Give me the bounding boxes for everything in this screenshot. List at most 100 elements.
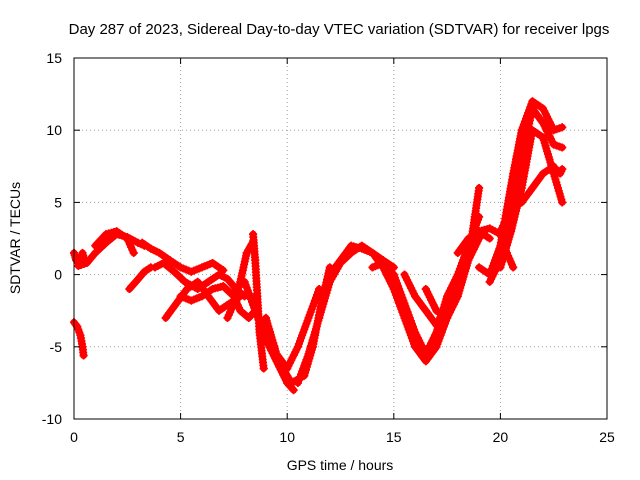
data-point xyxy=(304,350,313,359)
data-point xyxy=(223,274,232,283)
data-point xyxy=(507,205,516,214)
data-point xyxy=(214,270,223,279)
data-point xyxy=(411,292,420,301)
data-point xyxy=(91,248,100,257)
data-point xyxy=(249,230,258,239)
data-point xyxy=(421,285,430,294)
series-pass-20 xyxy=(421,183,484,322)
x-tick-label: 0 xyxy=(70,429,78,445)
data-point xyxy=(315,313,324,322)
data-point xyxy=(197,292,206,301)
data-point xyxy=(223,313,232,322)
data-point xyxy=(79,351,88,360)
y-tick-label: 0 xyxy=(54,267,62,283)
data-point xyxy=(539,169,548,178)
data-point xyxy=(187,296,196,305)
data-point xyxy=(151,263,160,272)
data-point xyxy=(123,234,132,243)
data-point xyxy=(229,299,238,308)
data-point xyxy=(176,263,185,272)
data-point xyxy=(485,277,494,286)
data-point xyxy=(549,162,558,171)
series-pass-24 xyxy=(496,126,567,272)
chart-title: Day 287 of 2023, Sidereal Day-to-day VTE… xyxy=(69,21,610,38)
data-point xyxy=(496,227,505,236)
data-point xyxy=(236,306,245,315)
data-point xyxy=(432,321,441,330)
data-point xyxy=(76,331,85,340)
data-point xyxy=(389,285,398,294)
axis-ticks: 0 5 10 15 20 25 -10 -5 0 5 10 15 xyxy=(42,50,615,445)
plot-frame xyxy=(73,57,608,420)
data-point xyxy=(131,277,140,286)
x-tick-label: 20 xyxy=(493,429,509,445)
data-point xyxy=(129,248,138,257)
y-tick-label: 15 xyxy=(46,50,62,66)
data-point xyxy=(539,118,548,127)
data-point xyxy=(101,238,110,247)
data-point xyxy=(464,234,473,243)
data-point xyxy=(470,212,479,221)
data-point xyxy=(528,97,537,106)
series-pass-4 xyxy=(91,227,138,257)
data-point xyxy=(146,244,155,253)
x-tick-label: 15 xyxy=(386,429,402,445)
data-point xyxy=(357,244,366,253)
data-point xyxy=(257,321,266,330)
data-point xyxy=(74,261,83,270)
data-point xyxy=(432,306,441,315)
data-point xyxy=(558,143,567,152)
data-point xyxy=(528,126,537,135)
data-point xyxy=(485,234,494,243)
series-pass-22 xyxy=(475,97,567,279)
data-point xyxy=(558,123,567,132)
data-point xyxy=(421,357,430,366)
data-point xyxy=(214,306,223,315)
series-pass-10 xyxy=(223,237,258,322)
data-point xyxy=(453,248,462,257)
series-pass-2 xyxy=(70,318,88,360)
data-point xyxy=(204,277,213,286)
data-point xyxy=(558,198,567,207)
data-point xyxy=(246,292,255,301)
x-tick-label: 10 xyxy=(279,429,295,445)
series-pass-25 xyxy=(496,162,558,236)
series-pass-14 xyxy=(261,285,324,373)
x-axis-label: GPS time / hours xyxy=(287,457,394,473)
data-point xyxy=(475,227,484,236)
data-point xyxy=(261,313,270,322)
data-point xyxy=(421,306,430,315)
data-point xyxy=(187,267,196,276)
data-point xyxy=(165,256,174,265)
data-point xyxy=(112,227,121,236)
data-point xyxy=(78,248,87,257)
y-tick-label: -5 xyxy=(50,339,63,355)
data-point xyxy=(283,364,292,373)
data-point xyxy=(176,292,185,301)
data-point xyxy=(240,277,249,286)
data-point xyxy=(464,256,473,265)
data-point xyxy=(138,238,147,247)
data-point xyxy=(76,253,85,262)
data-point xyxy=(496,263,505,272)
data-point xyxy=(193,277,202,286)
data-point xyxy=(180,277,189,286)
data-point xyxy=(517,198,526,207)
series-pass-26 xyxy=(553,165,567,178)
data-point xyxy=(443,313,452,322)
data-point xyxy=(172,299,181,308)
data-point xyxy=(347,241,356,250)
data-point xyxy=(315,285,324,294)
data-point xyxy=(453,292,462,301)
data-point xyxy=(549,126,558,135)
data-point xyxy=(159,259,168,268)
data-point xyxy=(549,140,558,149)
data-point xyxy=(558,165,567,174)
x-tick-label: 25 xyxy=(599,429,615,445)
data-point xyxy=(259,364,268,373)
data-point xyxy=(368,248,377,257)
data-point xyxy=(293,342,302,351)
data-point xyxy=(443,299,452,308)
data-point xyxy=(379,263,388,272)
